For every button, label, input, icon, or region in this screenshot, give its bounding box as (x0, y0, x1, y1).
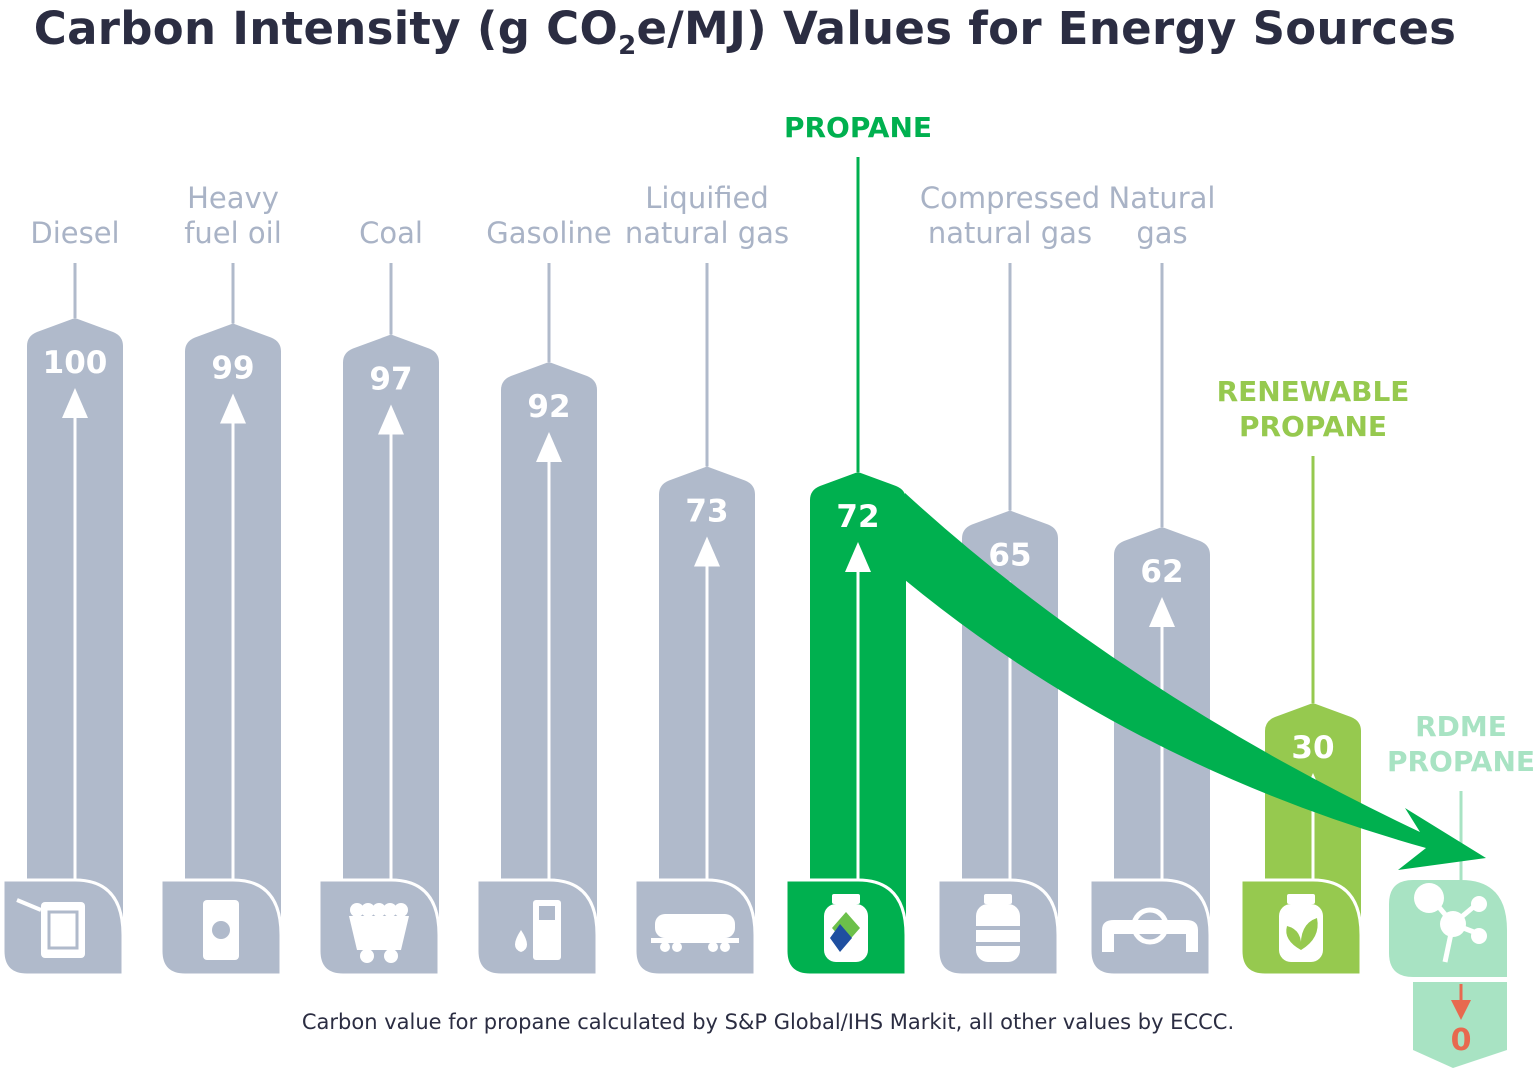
tank-handle (984, 894, 1012, 904)
value-label: 72 (836, 499, 879, 535)
can-body (41, 902, 85, 958)
jerry-can-icon (16, 898, 85, 958)
category-label: Natural (1109, 181, 1216, 215)
up-arrow-head (694, 536, 720, 567)
bar-group-coal: Coal 97 (317, 216, 441, 977)
coal-lump (361, 903, 375, 917)
pipeline-valve-icon (1102, 907, 1198, 952)
tank-handle (1287, 894, 1315, 904)
category-label: Gasoline (486, 216, 611, 250)
value-label: 92 (527, 389, 570, 425)
footnote: Carbon value for propane calculated by S… (301, 1010, 1235, 1034)
up-arrow-head (536, 432, 562, 462)
coal-cart-icon (349, 903, 409, 963)
renewable-propane-tank-icon (1279, 894, 1323, 962)
up-arrow-head (1149, 597, 1175, 627)
bar-group-gasoline: Gasoline 92 (475, 216, 612, 977)
tank (655, 914, 735, 938)
tanker-railcar-icon (651, 914, 739, 952)
up-arrow-head (220, 393, 246, 424)
value-label: 97 (369, 362, 412, 398)
tank-band (976, 942, 1020, 946)
value-label: 0 (1451, 1023, 1472, 1058)
rail-wheel (660, 942, 670, 952)
barrel-drop (212, 921, 230, 939)
can-emboss (47, 910, 79, 950)
fuel-drop (515, 930, 527, 952)
value-label: 100 (43, 345, 108, 381)
chart-title: Carbon Intensity (g CO2e/MJ) Values for … (33, 2, 1457, 61)
value-label: 30 (1291, 730, 1334, 766)
category-label: Diesel (30, 216, 119, 250)
tank-handle (832, 894, 860, 904)
category-label: Compressed (920, 181, 1100, 215)
rail-wheel (708, 942, 718, 952)
atom (1471, 928, 1487, 944)
value-label: 65 (988, 538, 1031, 574)
up-arrow-head (845, 542, 871, 572)
category-label: natural gas (625, 216, 789, 250)
down-arrow-head (1451, 1000, 1471, 1020)
category-label: RENEWABLE (1217, 375, 1410, 408)
category-label: Heavy (187, 181, 279, 215)
category-label: gas (1136, 216, 1187, 250)
coal-lump (350, 903, 364, 917)
category-label: fuel oil (184, 216, 282, 250)
atom (1414, 883, 1444, 913)
bar-group-diesel: Diesel 100 (1, 216, 125, 977)
rail-wheel (672, 942, 682, 952)
cart-wheel (360, 949, 374, 963)
up-arrow-head (62, 388, 88, 418)
gas-pump-icon (515, 900, 561, 960)
can-spout (16, 898, 42, 912)
valve-wheel (1131, 907, 1169, 945)
value-label: 62 (1140, 554, 1183, 590)
pipe (1102, 920, 1198, 952)
bar (1413, 982, 1507, 1068)
category-label: PROPANE (1239, 410, 1387, 443)
molecule-icon (1414, 883, 1487, 963)
category-label: RDME (1415, 710, 1507, 743)
tank-band (976, 926, 1020, 930)
leaf (1286, 926, 1302, 950)
pump-screen (539, 906, 555, 920)
gas-cylinder-icon (976, 894, 1020, 962)
propane-tank-icon (824, 894, 868, 962)
coal-lump (394, 903, 408, 917)
tank-body (976, 904, 1020, 962)
propane-to-rdme-arrow (905, 493, 1486, 870)
cart-wheel (384, 949, 398, 963)
cart-body (349, 916, 409, 950)
coal-lump (372, 903, 386, 917)
up-arrow-head (378, 404, 404, 435)
rail-wheel (720, 942, 730, 952)
value-label: 73 (685, 494, 728, 530)
atom (1471, 896, 1487, 912)
category-label: PROPANE (784, 111, 932, 144)
category-label: natural gas (928, 216, 1092, 250)
leaf (1300, 918, 1318, 950)
category-label: Coal (359, 216, 423, 250)
tank-body (1279, 904, 1323, 962)
logo-drop (830, 924, 852, 952)
category-label: Liquified (645, 181, 769, 215)
category-label: PROPANE (1387, 745, 1535, 778)
coal-lump (383, 903, 397, 917)
atom (1440, 911, 1466, 937)
rail-car-frame (651, 938, 739, 943)
oil-barrel-icon (203, 900, 239, 960)
value-label: 99 (211, 351, 254, 387)
